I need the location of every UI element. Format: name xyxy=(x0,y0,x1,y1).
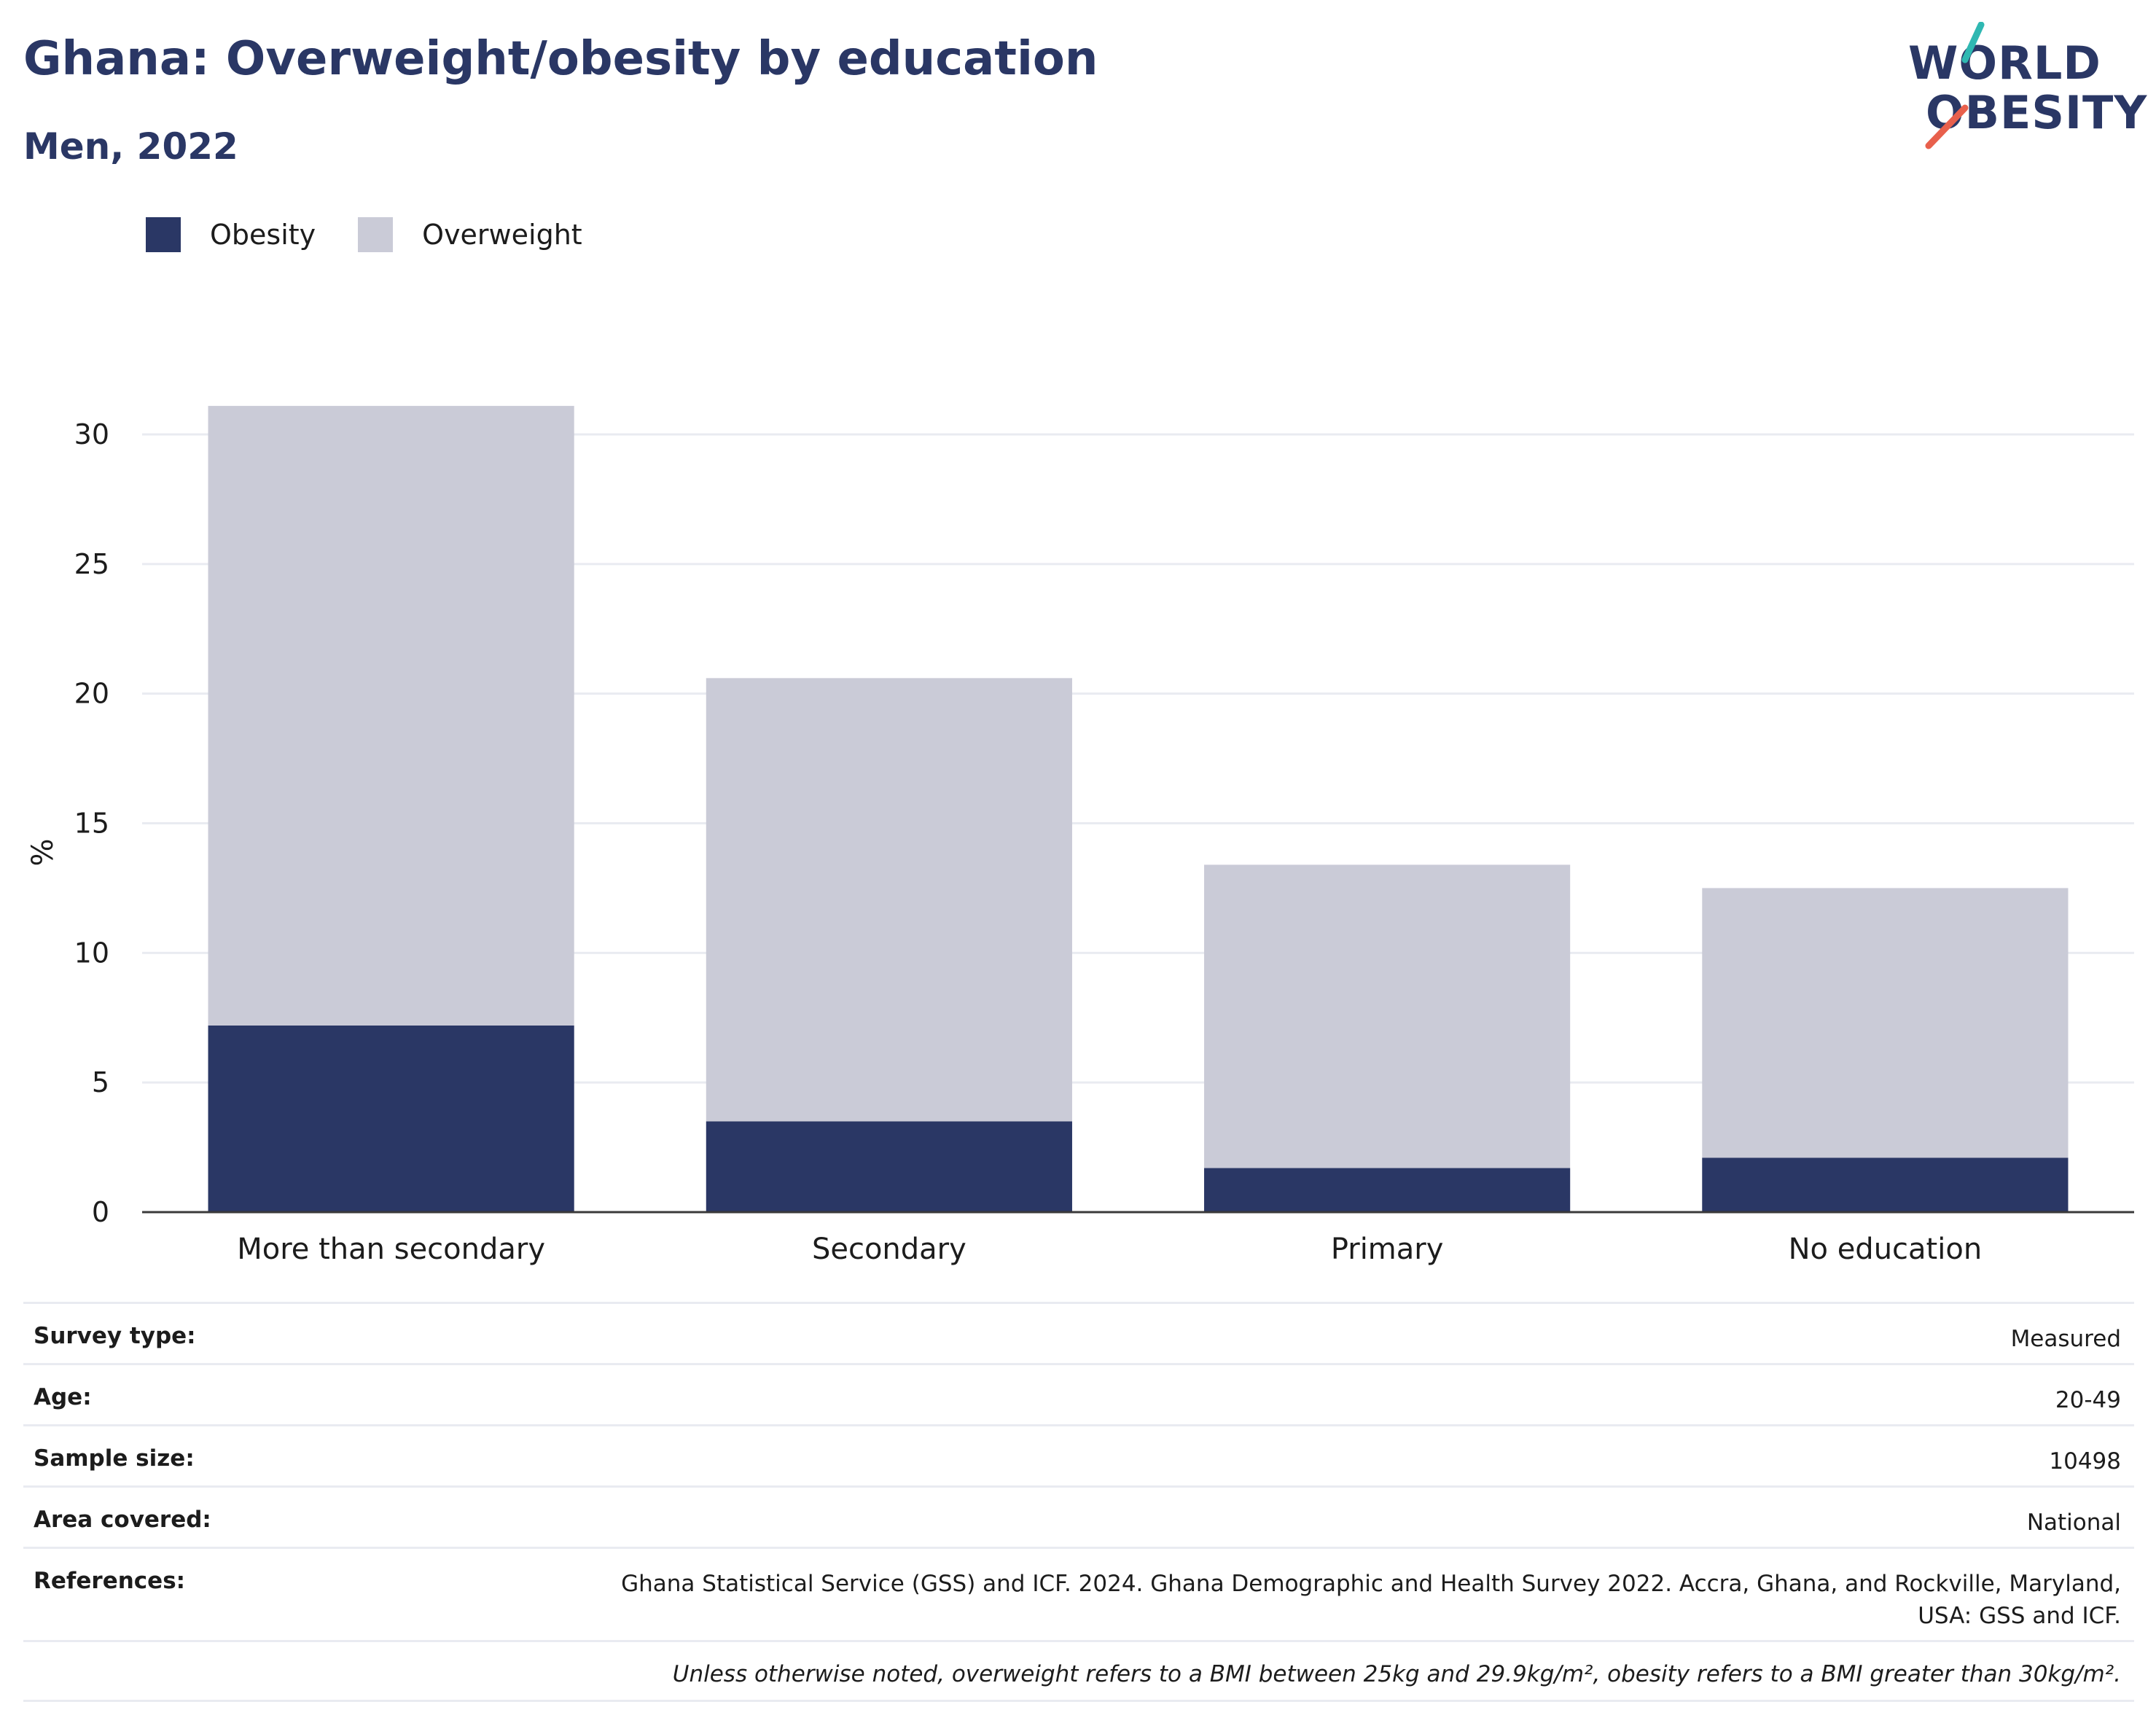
bar-chart: 0 5 10 15 20 25 30% More than secondary Secondar… xyxy=(26,405,2134,1266)
chart-subtitle: Men, 2022 xyxy=(23,125,238,168)
x-tick-label: Secondary xyxy=(812,1233,966,1266)
survey-details-table: Survey type: Measured Age: 20-49 Sample … xyxy=(23,1302,2134,1702)
meta-row-references: References: Ghana Statistical Service (G… xyxy=(23,1547,2134,1640)
x-tick-label: More than secondary xyxy=(237,1233,545,1266)
meta-value: 20-49 xyxy=(2055,1387,2121,1413)
legend-label-obesity: Obesity xyxy=(210,219,316,251)
meta-key: Area covered: xyxy=(34,1507,211,1533)
meta-value: National xyxy=(2026,1510,2121,1536)
legend: Obesity Overweight xyxy=(146,217,625,252)
meta-value: Ghana Statistical Service (GSS) and ICF.… xyxy=(621,1571,2121,1629)
meta-key: Age: xyxy=(34,1384,92,1410)
legend-item-obesity[interactable]: Obesity xyxy=(146,217,316,252)
meta-row-age: Age: 20-49 xyxy=(23,1363,2134,1424)
bar-obesity-1 xyxy=(208,1025,574,1212)
meta-row-area-covered: Area covered: National xyxy=(23,1485,2134,1547)
meta-row-sample-size: Sample size: 10498 xyxy=(23,1424,2134,1485)
logo-word-1: WORLD xyxy=(1908,36,2101,90)
meta-row-survey-type: Survey type: Measured xyxy=(23,1302,2134,1363)
meta-key: Survey type: xyxy=(34,1323,196,1349)
bar-overweight-1 xyxy=(208,405,574,1026)
bar-overweight-2 xyxy=(706,678,1072,1122)
y-tick-label: 20 xyxy=(74,678,109,710)
meta-value: 10498 xyxy=(2049,1448,2121,1475)
world-obesity-logo: WORLD OBESITY xyxy=(1895,22,2147,160)
y-tick-label: 30 xyxy=(74,418,109,450)
y-tick-label: 0 xyxy=(92,1196,109,1228)
x-tick-label: Primary xyxy=(1331,1233,1444,1266)
y-tick-label: 15 xyxy=(74,808,109,840)
legend-label-overweight: Overweight xyxy=(422,219,582,251)
y-tick-label: 25 xyxy=(74,548,109,580)
meta-key: References: xyxy=(34,1568,186,1594)
y-tick-label: 10 xyxy=(74,937,109,969)
bar-overweight-4 xyxy=(1702,888,2069,1158)
y-tick-label: 5 xyxy=(92,1066,109,1098)
meta-key: Sample size: xyxy=(34,1445,195,1472)
meta-value: Measured xyxy=(2010,1326,2121,1352)
bar-obesity-3 xyxy=(1204,1168,1571,1212)
bar-obesity-2 xyxy=(706,1121,1072,1212)
legend-swatch-obesity xyxy=(146,217,181,252)
bar-obesity-4 xyxy=(1702,1157,2069,1212)
bmi-definition-note: Unless otherwise noted, overweight refer… xyxy=(23,1640,2134,1702)
chart-title: Ghana: Overweight/obesity by education xyxy=(23,32,1098,86)
logo-slash-icon xyxy=(1925,22,1985,149)
legend-swatch-overweight xyxy=(358,217,394,252)
x-tick-label: No education xyxy=(1789,1233,1983,1266)
legend-item-overweight[interactable]: Overweight xyxy=(358,217,582,252)
bar-overweight-3 xyxy=(1204,864,1571,1168)
y-axis-label: % xyxy=(26,838,60,866)
